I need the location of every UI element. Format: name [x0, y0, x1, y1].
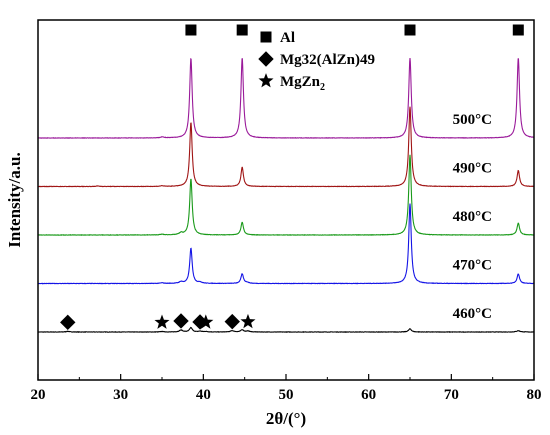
temperature-label-480: 480°C: [453, 209, 492, 225]
phase-marker-square-0: [185, 24, 197, 36]
temperature-label-470: 470°C: [453, 258, 492, 274]
temperature-label-500: 500°C: [453, 112, 492, 128]
x-tick-label-70: 70: [444, 387, 459, 403]
phase-markers: [60, 24, 524, 331]
phase-marker-star-9: [198, 314, 214, 329]
x-tick-label-30: 30: [113, 387, 128, 403]
phase-marker-square-3: [512, 24, 524, 36]
legend-label-0: Al: [280, 30, 295, 46]
phase-marker-diamond-4: [60, 314, 76, 331]
phase-marker-square-2: [404, 24, 416, 36]
legend-marker-square: [260, 31, 272, 43]
x-tick-label-80: 80: [527, 387, 542, 403]
x-tick-label-20: 20: [31, 387, 46, 403]
phase-marker-star-8: [154, 314, 170, 329]
phase-marker-square-1: [236, 24, 248, 36]
temperature-label-460: 460°C: [453, 306, 492, 322]
y-axis-label: Intensity/a.u.: [5, 152, 24, 247]
legend-marker-star: [258, 73, 274, 88]
legend-marker-diamond: [258, 51, 274, 67]
series-layer: [38, 58, 534, 333]
series-line-490: [38, 106, 534, 188]
phase-marker-diamond-7: [224, 313, 240, 330]
series-line-470: [38, 203, 534, 285]
series-line-480: [38, 154, 534, 236]
x-tick-label-50: 50: [279, 387, 294, 403]
phase-marker-star-10: [240, 313, 256, 329]
x-axis: 20 30 40 50 60 70 80: [31, 374, 542, 403]
x-tick-label-60: 60: [361, 387, 376, 403]
temperature-label-490: 490°C: [453, 161, 492, 177]
x-axis-label: 2θ/(°): [266, 409, 306, 428]
legend-label-2: MgZn2: [280, 74, 325, 93]
series-line-460: [38, 326, 534, 333]
series-line-500: [38, 58, 534, 139]
legend: Al Mg32(AlZn)49 MgZn2: [258, 30, 375, 93]
x-tick-label-40: 40: [196, 387, 211, 403]
temperature-labels: 460°C 470°C 480°C 490°C 500°C: [453, 112, 492, 322]
phase-marker-diamond-5: [173, 313, 189, 329]
legend-label-1: Mg32(AlZn)49: [280, 52, 375, 68]
